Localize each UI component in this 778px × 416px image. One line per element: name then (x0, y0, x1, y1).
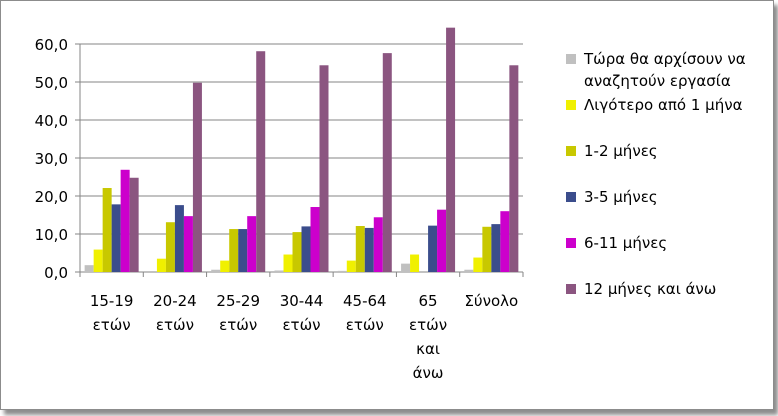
y-tick-label: 10,0 (35, 226, 68, 244)
bar (491, 224, 501, 272)
bar (183, 216, 193, 272)
x-tick-label: 15-19 (90, 292, 134, 310)
bar (428, 225, 438, 272)
legend-label: 1-2 μήνες (584, 142, 658, 160)
bar (355, 226, 365, 272)
x-tick-label: 65 (419, 292, 438, 310)
y-tick-label: 30,0 (35, 150, 68, 168)
bar (410, 254, 420, 272)
bar (373, 217, 383, 272)
bar (256, 51, 266, 272)
x-tick-label: ετών (346, 316, 384, 334)
y-tick-label: 40,0 (35, 112, 68, 130)
bar (165, 222, 175, 272)
bar (401, 263, 411, 272)
bar (382, 53, 392, 273)
bar (274, 270, 284, 272)
bar (120, 169, 130, 272)
legend-swatch (566, 146, 576, 156)
bar (364, 227, 374, 272)
bar (319, 65, 329, 272)
x-tick-label: ετών (409, 316, 447, 334)
x-tick-label: 45-64 (343, 292, 387, 310)
legend-swatch (566, 238, 576, 248)
legend-label: 3-5 μήνες (584, 188, 658, 206)
bar (129, 177, 139, 272)
bar (156, 258, 166, 272)
bar (500, 211, 510, 272)
legend-label: Τώρα θα αρχίσουν να (583, 50, 746, 68)
x-tick-label: 20-24 (153, 292, 197, 310)
bar (174, 205, 184, 272)
legend-swatch (566, 192, 576, 202)
bar (238, 229, 248, 272)
bar-chart: 0,0 10,0 20,0 30,0 40,0 50,0 60,0 15-19 ετών 20-2… (35, 27, 746, 382)
legend-label: 12 μήνες και άνω (584, 280, 716, 298)
x-tick-label: 25-29 (216, 292, 260, 310)
bar (464, 269, 474, 272)
bar (473, 257, 483, 272)
bar (337, 270, 347, 272)
bar (310, 207, 320, 272)
x-tick-label: και (416, 340, 440, 358)
bar (211, 269, 221, 272)
legend-swatch (566, 100, 576, 110)
y-tick-label: 0,0 (44, 264, 68, 282)
bar (292, 232, 302, 272)
legend-label: Λιγότερο από 1 μήνα (584, 96, 743, 114)
x-tick-label: Σύνολο (464, 292, 518, 310)
y-tick-label: 60,0 (35, 36, 68, 54)
bar (346, 260, 356, 272)
y-tick-label: 50,0 (35, 74, 68, 92)
bar (509, 65, 519, 272)
x-tick-label: άνω (413, 364, 444, 382)
legend-swatch (566, 54, 576, 64)
bar (102, 188, 112, 272)
bar (220, 260, 230, 272)
bar (229, 229, 239, 272)
bar (283, 254, 293, 272)
legend-swatch (566, 284, 576, 294)
x-tick-label: 30-44 (280, 292, 324, 310)
x-tick-label: ετών (219, 316, 257, 334)
x-tick-label: ετών (156, 316, 194, 334)
bar (446, 27, 456, 272)
x-tick-label: ετών (282, 316, 320, 334)
bar (437, 209, 447, 272)
bar (84, 265, 94, 272)
y-tick-label: 20,0 (35, 188, 68, 206)
bar (111, 204, 121, 272)
bar (192, 82, 202, 272)
bar (301, 226, 311, 272)
bar (93, 249, 103, 272)
x-tick-label: ετών (93, 316, 131, 334)
bar (482, 226, 492, 272)
bar (247, 216, 257, 272)
legend-label: αναζητούν εργασία (584, 72, 731, 90)
legend-label: 6-11 μήνες (584, 234, 667, 252)
